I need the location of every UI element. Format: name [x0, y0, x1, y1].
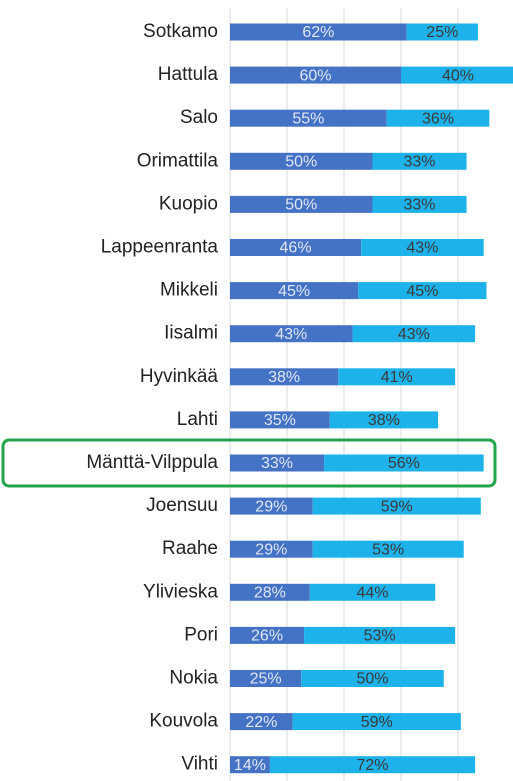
bar-segment	[304, 626, 456, 644]
value-label: 25%	[250, 671, 282, 688]
category-label: Kuopio	[159, 193, 218, 214]
category-label: Pori	[184, 624, 218, 645]
value-label: 43%	[275, 326, 307, 343]
category-label: Lahti	[177, 409, 218, 430]
value-label: 53%	[372, 541, 404, 558]
category-label: Sotkamo	[143, 21, 218, 42]
bar-segment	[230, 66, 401, 84]
value-label: 43%	[398, 326, 430, 343]
bar-segment	[329, 411, 439, 429]
value-label: 38%	[268, 369, 300, 386]
bar-segment	[312, 540, 464, 558]
bar-segment	[230, 411, 330, 429]
value-label: 72%	[356, 757, 388, 774]
category-label: Orimattila	[137, 150, 219, 171]
bar-segment	[230, 195, 373, 213]
bar-segment	[230, 626, 305, 644]
value-label: 28%	[254, 585, 286, 602]
value-label: 25%	[426, 24, 458, 41]
value-label: 50%	[285, 197, 317, 214]
bar-segment	[230, 713, 293, 731]
value-label: 50%	[285, 154, 317, 171]
bar-segment	[324, 454, 484, 472]
category-label: Hyvinkää	[140, 366, 219, 387]
category-label: Mänttä-Vilppula	[86, 452, 218, 473]
value-label: 29%	[255, 541, 287, 558]
category-label: Hattula	[158, 64, 219, 85]
category-label: Vihti	[181, 754, 218, 775]
bar-segment	[309, 583, 436, 601]
bar-segment	[230, 282, 359, 300]
bar-segment	[230, 497, 313, 515]
bar-segment	[230, 583, 310, 601]
bar-segment	[292, 713, 461, 731]
category-label: Mikkeli	[160, 280, 218, 301]
bar-segment	[230, 540, 313, 558]
category-label: Salo	[180, 107, 218, 128]
value-label: 36%	[422, 110, 454, 127]
bar-segment	[230, 239, 362, 256]
bar-segment	[230, 109, 387, 127]
value-label: 56%	[388, 455, 420, 472]
value-label: 46%	[280, 240, 312, 257]
bar-segment	[358, 282, 487, 300]
bar-segment	[230, 454, 325, 472]
category-label: Kouvola	[149, 711, 218, 732]
bar-segment	[352, 325, 476, 343]
bar-segment	[361, 239, 484, 256]
value-label: 59%	[361, 714, 393, 731]
category-label: Nokia	[169, 668, 218, 689]
value-label: 41%	[381, 369, 413, 386]
bar-segment	[230, 23, 407, 41]
bar-segment	[269, 756, 476, 774]
bar-segment	[372, 152, 467, 170]
value-label: 45%	[406, 283, 438, 300]
value-label: 44%	[356, 585, 388, 602]
value-label: 60%	[299, 67, 331, 84]
bar-segment	[401, 66, 513, 84]
value-label: 62%	[302, 24, 334, 41]
bar-segment	[230, 152, 373, 170]
bar-segment	[312, 497, 481, 515]
bar-segment	[406, 23, 478, 41]
value-label: 35%	[264, 412, 296, 429]
category-label: Lappeenranta	[101, 237, 219, 258]
value-label: 55%	[292, 110, 324, 127]
value-label: 50%	[356, 671, 388, 688]
value-label: 14%	[234, 757, 266, 774]
category-label: Iisalmi	[164, 323, 218, 344]
bar-segment	[372, 195, 467, 213]
bar-segment	[386, 109, 490, 127]
value-label: 40%	[442, 67, 474, 84]
category-label: Ylivieska	[143, 581, 218, 602]
category-label: Raahe	[162, 538, 218, 559]
category-label: Joensuu	[146, 495, 218, 516]
bar-segment	[301, 670, 444, 687]
value-label: 53%	[364, 628, 396, 645]
value-label: 26%	[251, 628, 283, 645]
bar-segment	[338, 368, 456, 386]
highlight-box	[1, 438, 497, 488]
value-label: 45%	[278, 283, 310, 300]
value-label: 38%	[368, 412, 400, 429]
bar-segment	[230, 368, 339, 386]
bar-segment	[230, 325, 353, 343]
value-label: 33%	[404, 154, 436, 171]
bar-segment	[230, 670, 302, 687]
value-label: 43%	[406, 240, 438, 257]
value-label: 33%	[261, 455, 293, 472]
bar-segment	[230, 756, 270, 774]
value-label: 59%	[381, 498, 413, 515]
value-label: 29%	[255, 498, 287, 515]
value-label: 22%	[245, 714, 277, 731]
value-label: 33%	[404, 197, 436, 214]
